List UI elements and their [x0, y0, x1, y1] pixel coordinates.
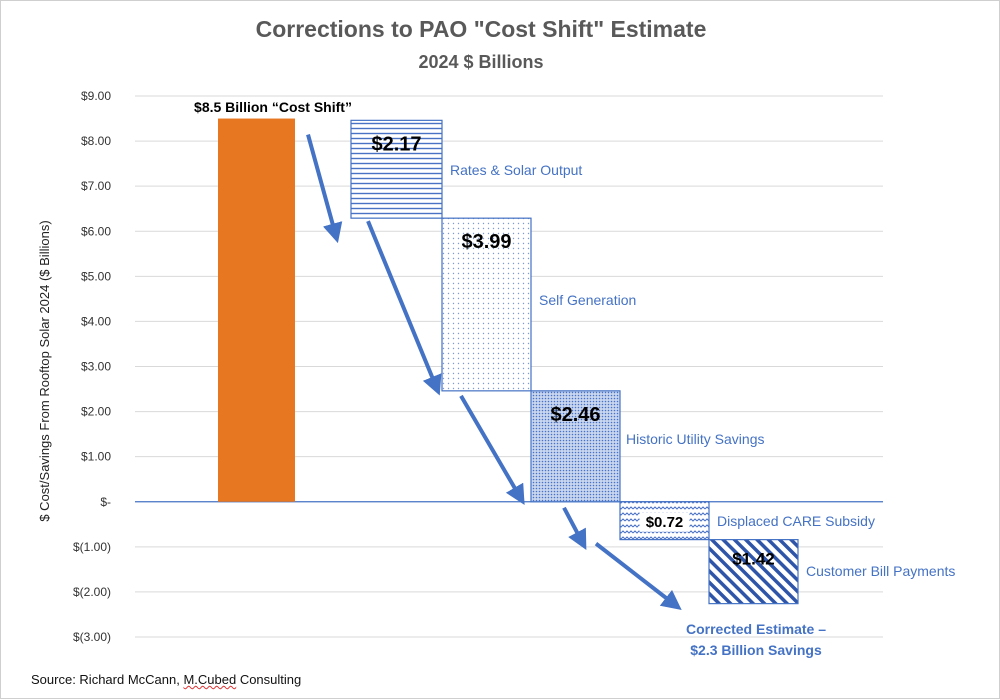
initial-bar-label: $8.5 Billion “Cost Shift” — [194, 99, 352, 115]
value-label-selfgen: $3.99 — [461, 231, 511, 253]
category-label-care: Displaced CARE Subsidy — [717, 513, 875, 529]
flow-arrow — [366, 220, 442, 396]
bar-rates — [350, 119, 443, 219]
flow-arrow — [594, 542, 682, 611]
y-tick-label: $3.00 — [81, 360, 111, 374]
category-label-bill: Customer Bill Payments — [806, 563, 955, 579]
flow-arrow — [459, 394, 525, 505]
bar-bill — [708, 539, 799, 605]
y-tick-label: $(3.00) — [73, 630, 111, 644]
value-label-historic: $2.46 — [550, 404, 600, 426]
value-label-rates: $2.17 — [371, 133, 421, 155]
y-tick-label: $(2.00) — [73, 585, 111, 599]
value-label-care: $0.72 — [646, 514, 684, 531]
final-annotation-line-1: Corrected Estimate – — [686, 621, 826, 637]
category-label-selfgen: Self Generation — [539, 292, 636, 308]
final-annotation-line-2: $2.3 Billion Savings — [690, 642, 822, 658]
chart-subtitle: 2024 $ Billions — [418, 52, 543, 72]
y-tick-label: $(1.00) — [73, 540, 111, 554]
value-label-bg — [639, 512, 690, 532]
category-label-historic: Historic Utility Savings — [626, 431, 764, 447]
bar-historic — [530, 390, 621, 503]
bar-labels: $8.5 Billion “Cost Shift” $2.17 Rates & So… — [194, 99, 955, 579]
source-company-name: M.Cubed — [183, 672, 237, 687]
y-tick-label: $6.00 — [81, 224, 111, 238]
y-tick-label: $1.00 — [81, 450, 111, 464]
value-label-bill: $1.42 — [732, 550, 775, 569]
source-suffix: Consulting — [236, 672, 302, 687]
source-note: Source: Richard McCann, M.Cubed Consulti… — [31, 672, 301, 687]
y-axis-label: $ Cost/Savings From Rooftop Solar 2024 (… — [37, 220, 52, 521]
y-tick-label: $- — [100, 495, 111, 509]
y-tick-labels: $9.00 $8.00 $7.00 $6.00 $5.00 $4.00 $3.00 $2.00… — [73, 89, 111, 644]
bar-selfgen — [441, 217, 532, 392]
chart-title: Corrections to PAO "Cost Shift" Estimate — [256, 16, 707, 42]
y-tick-label: $7.00 — [81, 179, 111, 193]
source-prefix: Source: Richard McCann, — [31, 672, 184, 687]
y-tick-label: $8.00 — [81, 134, 111, 148]
y-tick-label: $2.00 — [81, 405, 111, 419]
y-tick-label: $5.00 — [81, 269, 111, 283]
bars — [218, 118, 799, 605]
flow-arrows — [306, 134, 682, 611]
flow-arrow — [306, 134, 343, 244]
y-tick-label: $9.00 — [81, 89, 111, 103]
bar-initial — [218, 118, 295, 502]
y-tick-label: $4.00 — [81, 314, 111, 328]
flow-arrow — [562, 506, 587, 550]
category-label-rates: Rates & Solar Output — [450, 162, 582, 178]
